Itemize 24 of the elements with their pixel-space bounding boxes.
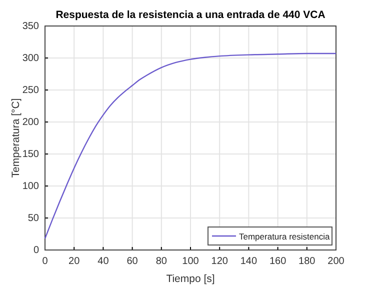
x-tick-label: 0 xyxy=(42,256,48,267)
x-axis-title: Tiempo [s] xyxy=(166,273,215,285)
x-tick-label: 40 xyxy=(98,256,110,267)
x-tick-label: 160 xyxy=(269,256,287,267)
x-tick-label: 140 xyxy=(240,256,258,267)
y-tick-label: 0 xyxy=(33,245,40,256)
chart-title: Respuesta de la resistencia a una entrada de 440 VCA xyxy=(56,9,326,21)
y-tick-label: 350 xyxy=(22,21,40,32)
y-tick-label: 250 xyxy=(22,85,40,96)
x-tick-label: 200 xyxy=(328,256,345,267)
x-tick-label: 60 xyxy=(126,256,138,267)
legend-label: Temperatura resistencia xyxy=(239,232,330,242)
x-tick-label: 180 xyxy=(298,256,316,267)
x-tick-label: 20 xyxy=(68,256,80,267)
x-tick-label: 80 xyxy=(156,256,168,267)
line-series xyxy=(44,52,337,240)
x-tick-label: 120 xyxy=(211,256,228,267)
x-tick-label: 100 xyxy=(182,256,200,267)
y-axis-title: Temperatura [°C] xyxy=(10,98,22,178)
y-tick-label: 50 xyxy=(28,213,40,224)
y-tick-label: 300 xyxy=(22,53,40,64)
y-tick-label: 200 xyxy=(22,117,40,128)
y-tick-label: 100 xyxy=(22,181,40,192)
y-tick-label: 150 xyxy=(22,149,40,160)
